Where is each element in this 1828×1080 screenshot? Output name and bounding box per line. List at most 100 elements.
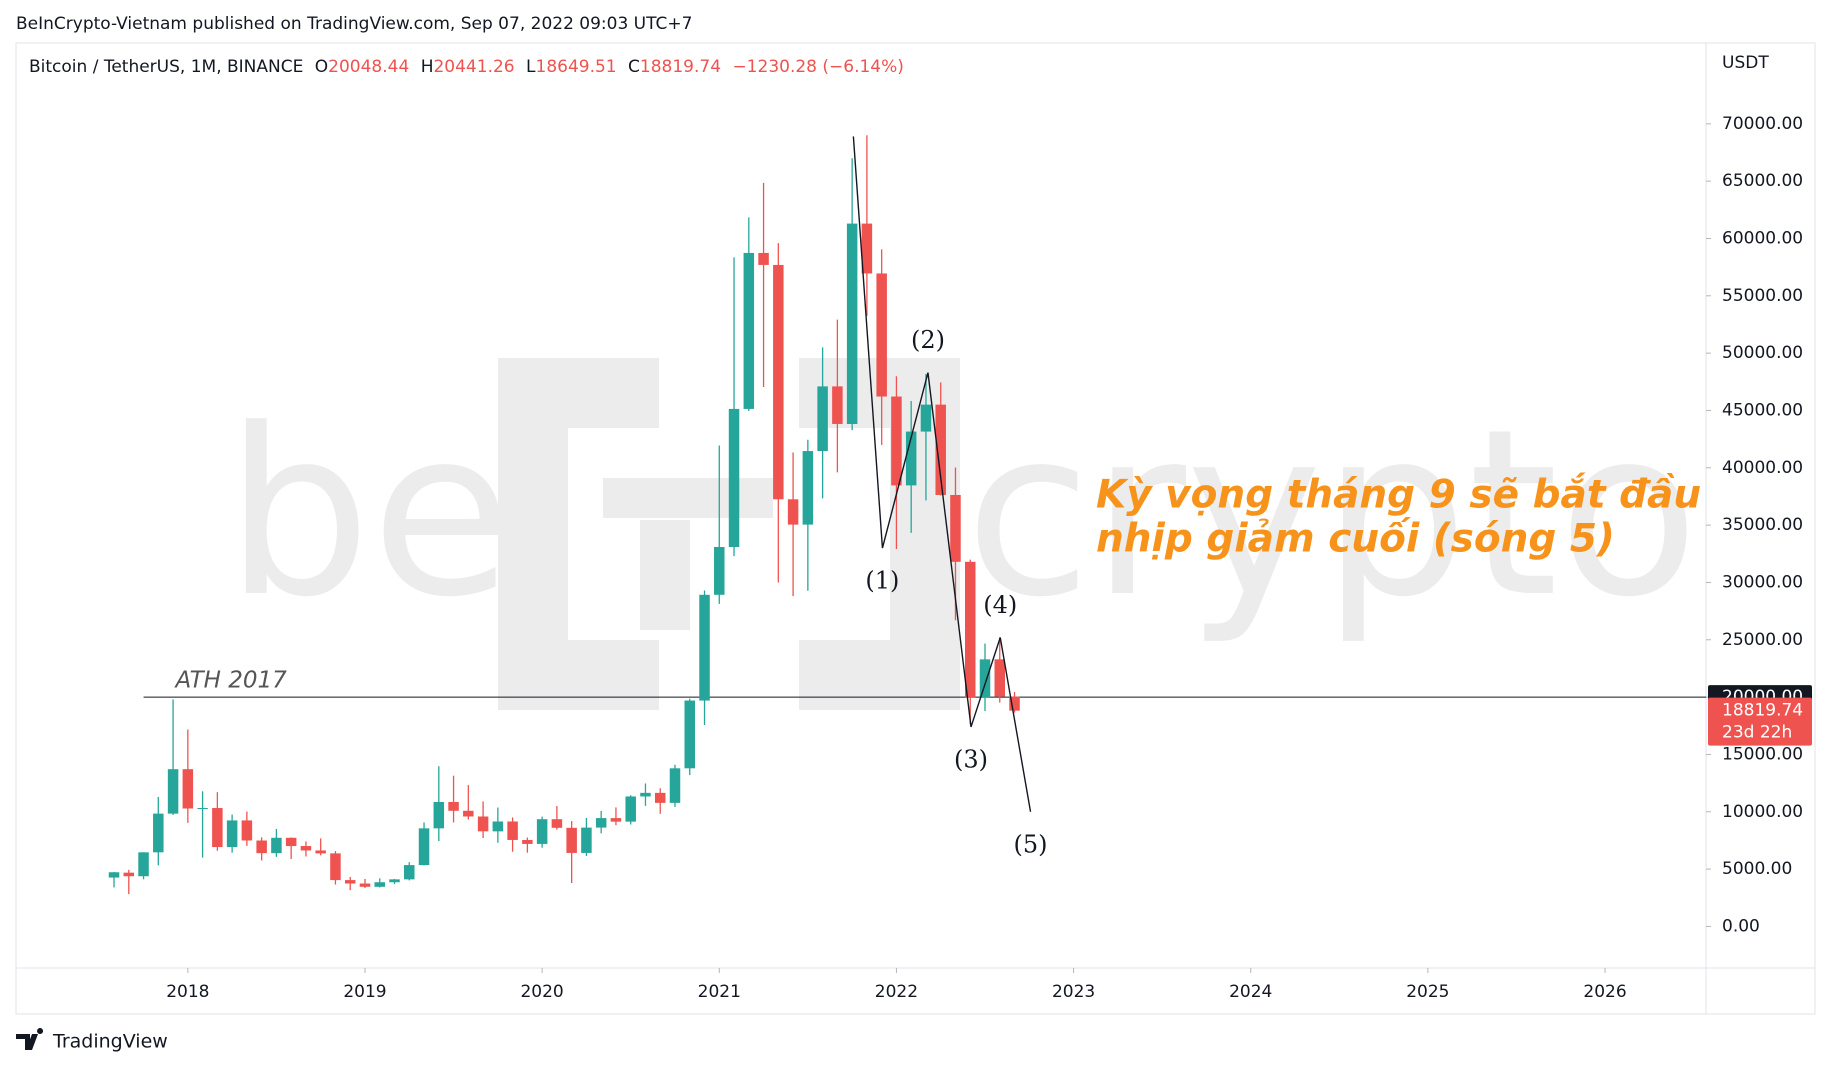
y-tick-label: 55000.00 bbox=[1722, 286, 1803, 306]
candle-body bbox=[964, 561, 976, 698]
ohlc-letter: O bbox=[315, 57, 328, 77]
x-tick-label: 2019 bbox=[343, 982, 386, 1002]
candle-body bbox=[389, 879, 400, 883]
candle-body bbox=[566, 827, 577, 853]
ohlc-value: 20441.26 bbox=[433, 57, 514, 77]
x-tick-label: 2023 bbox=[1052, 982, 1095, 1002]
y-tick-label: 0.00 bbox=[1722, 916, 1760, 936]
candle-body bbox=[330, 853, 341, 881]
candle-body bbox=[315, 850, 326, 854]
candle-body bbox=[433, 801, 445, 829]
candle-body bbox=[979, 659, 991, 698]
y-tick-label: 45000.00 bbox=[1722, 400, 1803, 420]
candle-body bbox=[684, 700, 696, 769]
candle-body bbox=[344, 880, 356, 884]
candle-body bbox=[817, 386, 828, 452]
candle-body bbox=[138, 852, 149, 877]
candle-body bbox=[197, 808, 208, 810]
candle-body bbox=[241, 820, 253, 841]
wave-label: (3) bbox=[954, 745, 988, 773]
ohlc-value: 18819.74 bbox=[640, 57, 721, 77]
candle-body bbox=[123, 872, 135, 877]
candle-body bbox=[654, 792, 666, 803]
x-tick-label: 2025 bbox=[1406, 982, 1449, 1002]
candle-body bbox=[758, 252, 769, 265]
candle-body bbox=[404, 865, 415, 880]
wave-label: (2) bbox=[911, 326, 945, 354]
watermark-text: be bbox=[225, 381, 513, 648]
x-tick-label: 2026 bbox=[1583, 982, 1626, 1002]
candle-body bbox=[108, 872, 120, 878]
candle-body bbox=[271, 837, 282, 854]
candle-body bbox=[625, 796, 636, 822]
candle-body bbox=[551, 819, 563, 828]
candle-body bbox=[492, 821, 504, 832]
footer: TradingView bbox=[16, 1028, 168, 1053]
candle-body bbox=[905, 431, 917, 486]
candle-body bbox=[699, 594, 710, 701]
candle-body bbox=[359, 883, 371, 887]
footer-logo bbox=[16, 1028, 44, 1050]
watermark-logo bbox=[603, 478, 773, 518]
candle-body bbox=[418, 828, 430, 866]
countdown: 23d 22h bbox=[1722, 723, 1792, 743]
candle-body bbox=[167, 769, 179, 814]
candle-body bbox=[536, 819, 548, 844]
candle-body bbox=[212, 808, 223, 848]
candle-body bbox=[832, 386, 843, 424]
candle-body bbox=[374, 882, 385, 887]
watermark-logo bbox=[498, 358, 659, 710]
y-tick-label: 65000.00 bbox=[1722, 171, 1803, 191]
price-tag bbox=[1708, 697, 1812, 746]
y-tick-label: 60000.00 bbox=[1722, 228, 1803, 248]
x-tick-label: 2022 bbox=[875, 982, 918, 1002]
x-tick-label: 2021 bbox=[698, 982, 741, 1002]
y-tick-label: 40000.00 bbox=[1722, 458, 1803, 478]
candle-body bbox=[463, 810, 474, 817]
y-tick-label: 30000.00 bbox=[1722, 572, 1803, 592]
x-tick-label: 2018 bbox=[166, 982, 209, 1002]
candle-body bbox=[640, 792, 651, 797]
annotation: nhịp giảm cuối (sóng 5) bbox=[1096, 517, 1615, 562]
y-tick-label: 10000.00 bbox=[1722, 802, 1803, 822]
symbol: Bitcoin / TetherUS, 1M, BINANCE bbox=[29, 57, 303, 77]
candle-body bbox=[728, 408, 740, 548]
candle-body bbox=[507, 821, 518, 840]
ohlc-value: 18649.51 bbox=[536, 57, 617, 77]
candle-body bbox=[581, 827, 592, 853]
watermark-logo bbox=[799, 358, 960, 710]
y-tick-label: 15000.00 bbox=[1722, 744, 1803, 764]
candle-body bbox=[669, 768, 681, 803]
y-tick-label: 50000.00 bbox=[1722, 343, 1803, 363]
x-tick-label: 2020 bbox=[520, 982, 563, 1002]
candle-body bbox=[300, 846, 312, 851]
price-tag-text: 18819.74 bbox=[1722, 701, 1803, 721]
ohlc-value: 20048.44 bbox=[328, 57, 409, 77]
wave-label: (5) bbox=[1014, 830, 1048, 858]
candle-body bbox=[920, 404, 932, 432]
candle-body bbox=[477, 816, 489, 832]
y-tick-label: 35000.00 bbox=[1722, 515, 1803, 535]
candle-body bbox=[522, 839, 533, 844]
candle-body bbox=[876, 273, 887, 397]
wave-label: (1) bbox=[865, 567, 899, 595]
x-tick-label: 2024 bbox=[1229, 982, 1272, 1002]
ohlc-letter: L bbox=[526, 57, 536, 77]
candle-body bbox=[935, 404, 946, 495]
candle-body bbox=[846, 223, 858, 425]
wave-line bbox=[852, 136, 1032, 812]
candle-body bbox=[595, 818, 607, 828]
watermark-text: crypto bbox=[965, 381, 1699, 648]
candle-body bbox=[285, 837, 297, 847]
y-tick-label: 70000.00 bbox=[1722, 114, 1803, 134]
candle-body bbox=[743, 252, 755, 409]
candle-body bbox=[610, 818, 622, 822]
candle-body bbox=[226, 820, 238, 848]
candle-body bbox=[891, 396, 902, 486]
candle-body bbox=[256, 840, 267, 854]
watermark-logo bbox=[640, 520, 690, 630]
wave-label: (4) bbox=[983, 591, 1017, 619]
level-text: ATH 2017 bbox=[174, 668, 288, 694]
